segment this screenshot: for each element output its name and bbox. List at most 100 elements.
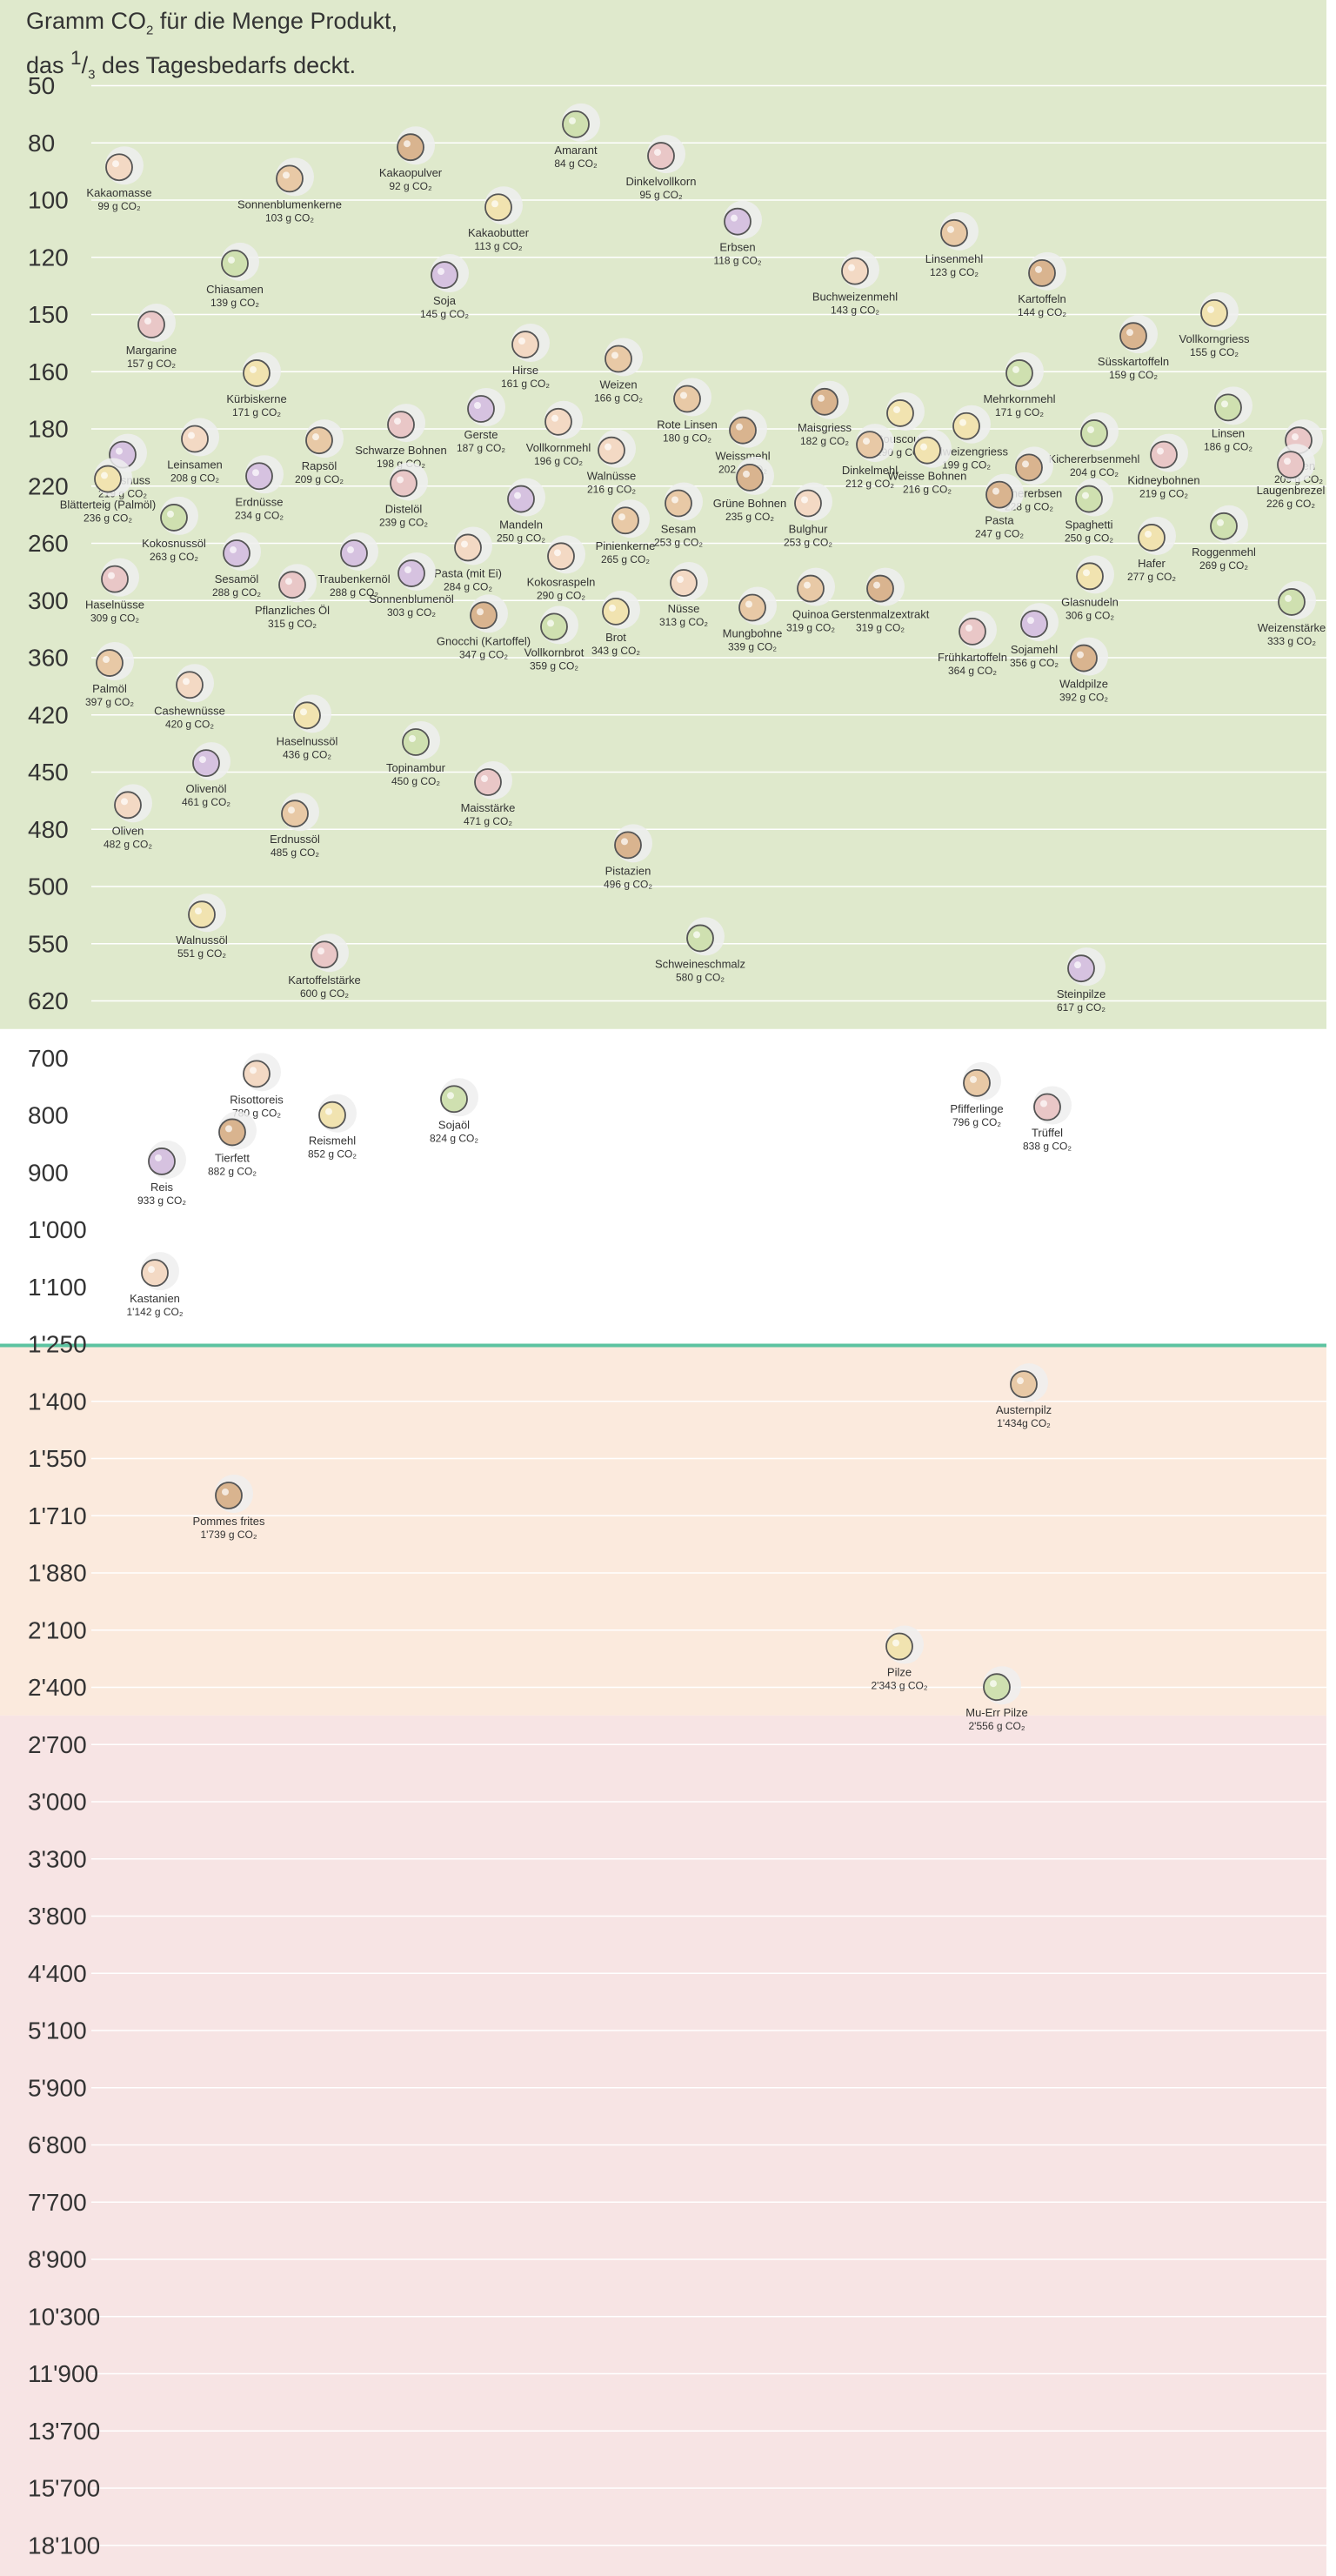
- icon-highlight: [1035, 265, 1042, 273]
- icon-highlight: [618, 513, 625, 521]
- icon-highlight: [677, 575, 684, 583]
- point-label: Vollkornmehl: [526, 441, 591, 454]
- point-value-label: 161 g CO₂: [501, 378, 550, 390]
- icon-highlight: [144, 318, 151, 325]
- food-icon: [1033, 1093, 1061, 1121]
- title-line2-post: des Tagesbedarfs deckt.: [95, 52, 357, 79]
- point-label: Schwarze Bohnen: [355, 444, 447, 457]
- title-fraction-slash: /: [81, 52, 89, 79]
- food-icon: [390, 469, 418, 498]
- point-label: Sonnenblumenöl: [369, 592, 454, 606]
- point-value-label: 250 g CO₂: [1065, 532, 1113, 545]
- icon-highlight: [188, 432, 195, 439]
- icon-highlight: [1145, 530, 1152, 538]
- food-icon: [223, 539, 250, 567]
- food-icon: [886, 399, 914, 427]
- food-icon: [885, 1632, 913, 1661]
- point-value-label: 288 g CO₂: [212, 586, 261, 599]
- food-icon: [729, 416, 757, 445]
- point-value-label: 319 g CO₂: [786, 622, 835, 634]
- point-value-label: 84 g CO₂: [554, 157, 598, 170]
- icon-highlight: [461, 540, 468, 548]
- food-icon: [215, 1482, 243, 1509]
- food-icon: [340, 539, 368, 567]
- point-value-label: 204 g CO₂: [1070, 466, 1119, 478]
- icon-highlight: [250, 365, 257, 373]
- point-value-label: 171 g CO₂: [232, 406, 281, 418]
- y-axis-tick-labels: 50 80 100 120 150 160 180 220 260 300 360 420 450 480…: [28, 72, 100, 2559]
- icon-highlight: [1157, 447, 1164, 455]
- point-value-label: 171 g CO₂: [995, 406, 1044, 418]
- point-value-label: 234 g CO₂: [235, 509, 284, 521]
- y-tick-label: 480: [28, 816, 69, 843]
- point-value-label: 235 g CO₂: [725, 511, 774, 523]
- title-line1-pre: Gramm CO: [26, 8, 146, 34]
- point-label: Spaghetti: [1065, 519, 1113, 532]
- icon-highlight: [514, 492, 521, 499]
- icon-highlight: [347, 546, 354, 554]
- food-icon: [797, 574, 825, 603]
- icon-highlight: [848, 264, 855, 271]
- point-label: Sojamehl: [1011, 643, 1058, 656]
- icon-highlight: [491, 200, 498, 208]
- point-label: Dinkelvollkorn: [626, 175, 697, 188]
- point-label: Quinoa: [792, 608, 830, 621]
- data-point: Gnocchi (Kartoffel)347 g CO₂: [437, 594, 531, 660]
- point-label: Austernpilz: [996, 1403, 1052, 1416]
- icon-highlight: [547, 619, 554, 627]
- food-icon: [866, 574, 894, 603]
- point-value-label: 269 g CO₂: [1199, 559, 1248, 572]
- y-tick-label: 3'300: [28, 1845, 87, 1872]
- food-icon: [665, 489, 692, 518]
- point-value-label: 208 g CO₂: [170, 472, 219, 485]
- point-label: Walnüsse: [587, 470, 637, 483]
- y-tick-label: 900: [28, 1159, 69, 1186]
- food-icon: [218, 1118, 246, 1147]
- point-value-label: 471 g CO₂: [464, 815, 512, 827]
- icon-highlight: [250, 1067, 257, 1074]
- icon-highlight: [893, 405, 900, 413]
- point-value-label: 186 g CO₂: [1204, 440, 1252, 452]
- food-icon: [724, 207, 752, 236]
- food-icon: [431, 261, 458, 289]
- food-icon: [952, 411, 980, 440]
- food-icon: [547, 542, 575, 571]
- food-icon: [221, 249, 249, 278]
- food-icon: [402, 728, 430, 756]
- icon-highlight: [438, 268, 444, 276]
- point-value-label: 92 g CO₂: [389, 180, 432, 192]
- icon-highlight: [965, 624, 972, 632]
- point-label: Kürbiskerne: [226, 392, 286, 405]
- icon-highlight: [745, 600, 752, 608]
- y-tick-label: 420: [28, 701, 69, 728]
- y-tick-label: 360: [28, 645, 69, 672]
- point-label: Gerstenmalzextrakt: [832, 608, 930, 621]
- point-label: Soja: [433, 294, 457, 307]
- point-label: Sesam: [661, 522, 696, 535]
- food-icon: [736, 464, 764, 492]
- point-label: Kakaopulver: [379, 166, 443, 179]
- y-tick-label: 18'100: [28, 2532, 100, 2559]
- icon-highlight: [680, 391, 687, 399]
- point-label: Pommes frites: [192, 1515, 265, 1528]
- food-icon: [540, 612, 568, 641]
